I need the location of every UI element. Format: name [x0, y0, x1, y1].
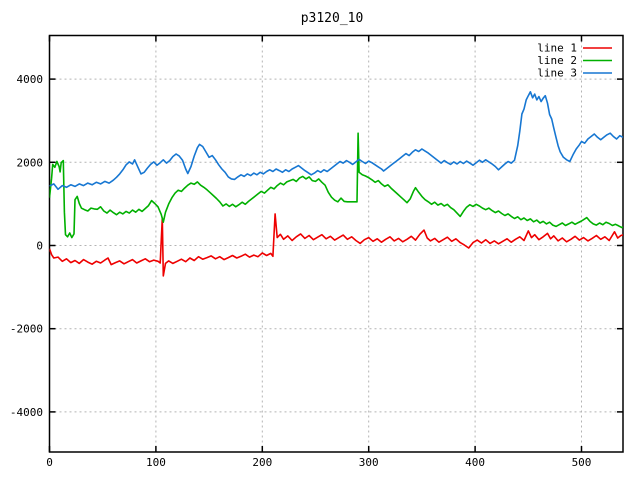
- series-layer: [49, 91, 623, 277]
- legend-label-1: line 1: [537, 42, 577, 55]
- series-line-3: [49, 91, 623, 191]
- chart-title: p3120_10: [301, 11, 364, 26]
- plot-border: [48, 34, 624, 453]
- x-tick-label-500: 500: [572, 456, 592, 469]
- x-tick-label-0: 0: [46, 456, 53, 469]
- grid-layer: [49, 35, 623, 452]
- y-tick-label-0: 0: [36, 240, 43, 253]
- x-tick-label-200: 200: [252, 456, 272, 469]
- y-tick-label--4000: -4000: [10, 406, 43, 419]
- x-tick-label-400: 400: [465, 456, 485, 469]
- legend-label-2: line 2: [537, 54, 577, 67]
- x-tick-label-100: 100: [146, 456, 166, 469]
- axis-labels-layer: -4000 -2000 0 2000 4000 0 100 200 300 400 500: [10, 73, 592, 469]
- tick-marks-layer: [48, 35, 623, 452]
- series-line-2: [49, 132, 623, 239]
- legend-label-3: line 3: [537, 67, 577, 80]
- y-tick-label--2000: -2000: [10, 323, 43, 336]
- y-tick-label-4000: 4000: [17, 73, 44, 86]
- y-tick-label-2000: 2000: [17, 156, 44, 169]
- series-line-1: [49, 213, 623, 277]
- x-tick-label-300: 300: [359, 456, 379, 469]
